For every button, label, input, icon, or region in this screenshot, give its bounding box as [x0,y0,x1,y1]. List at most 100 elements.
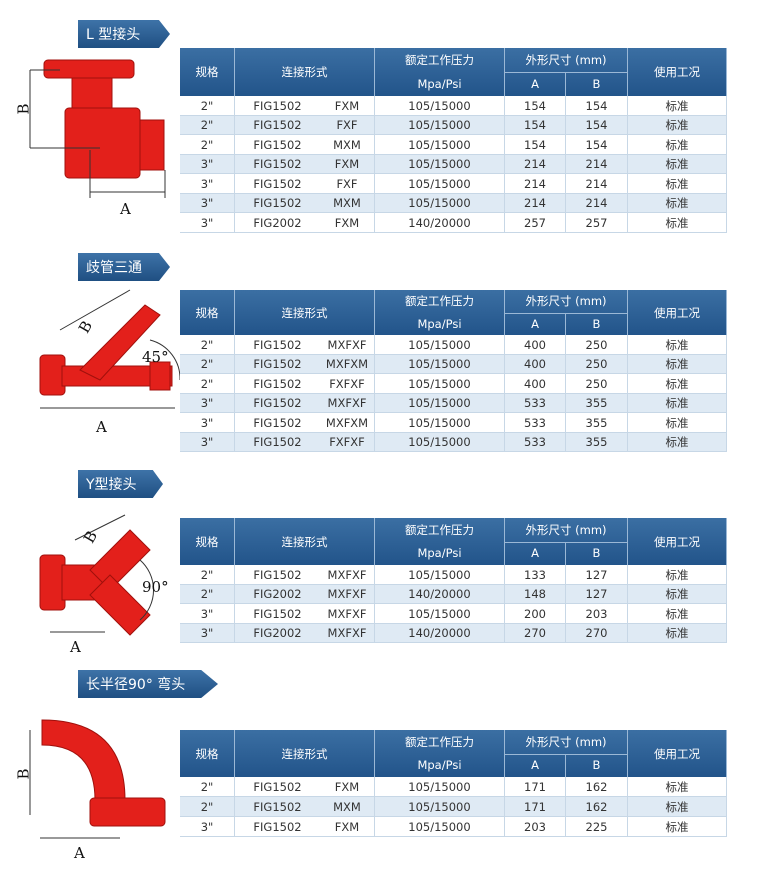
table-cell: 148 [505,584,566,604]
table-cell: 140/20000 [375,623,505,643]
table-cell: FIG1502 [253,118,302,133]
table-cell: 171 [505,797,566,817]
table-cell: MXFXF [320,335,375,355]
table-cell: MXM [320,135,375,155]
table-cell: MXFXF [320,604,375,624]
table-cell: FXF [320,115,375,135]
table-cell: FIG1502 [253,606,302,621]
table-cell: 355 [566,432,628,452]
table-cell: 105/15000 [375,413,505,433]
dimension-label: A [96,418,107,436]
table-row-bg [180,413,727,433]
dimension-label: A [74,844,85,862]
header-cell: 规格 [180,290,235,335]
table-cell: FXM [320,817,375,837]
table-cell: MXFXF [320,584,375,604]
table-row-bg [180,777,727,797]
header-cell: A [505,541,566,565]
table-cell: 2" [180,565,235,585]
header-cell: 使用工况 [628,290,727,335]
table-cell: 标准 [628,115,727,135]
table-cell: 203 [566,604,628,624]
table-cell: FIG1502 [253,376,302,391]
header-cell: 外形尺寸 (mm) [505,730,628,754]
header-divider [505,541,628,543]
table-cell: 154 [566,115,628,135]
table-cell: 154 [566,96,628,116]
table-cell: 105/15000 [375,817,505,837]
table-cell: 214 [566,193,628,213]
table-row-bg [180,565,727,585]
table-cell: 3" [180,154,235,174]
header-cell: 连接形式 [235,730,375,777]
table-cell: 154 [505,96,566,116]
elbow-dims [29,730,120,839]
table-header-bg [180,290,727,335]
table-cell: 3" [180,432,235,452]
l-dims [29,69,166,198]
table-cell: 214 [566,154,628,174]
header-cell: B [566,72,628,96]
table-cell: MXFXM [320,354,375,374]
table-cell: 105/15000 [375,96,505,116]
table-cell: FIG1502 [253,357,302,372]
table-cell: 533 [505,393,566,413]
table-cell: 133 [505,565,566,585]
header-cell: B [566,753,628,777]
table-cell: 214 [505,193,566,213]
table-cell: 标准 [628,797,727,817]
header-cell: A [505,753,566,777]
table-cell: 105/15000 [375,193,505,213]
header-cell: 规格 [180,518,235,565]
table-cell: 标准 [628,193,727,213]
table-row-bg [180,354,727,374]
table-cell: 257 [505,213,566,233]
header-cell: 连接形式 [235,48,375,96]
table-cell: FIG1502 [253,415,302,430]
table-cell: 标准 [628,374,727,394]
header-cell: B [566,541,628,565]
elbow [41,719,166,827]
header-cell: 使用工况 [628,48,727,96]
table-cell: 105/15000 [375,335,505,355]
table-cell: 2" [180,354,235,374]
table-cell: 标准 [628,335,727,355]
header-cell: Mpa/Psi [375,541,505,565]
table-cell: 3" [180,193,235,213]
table-cell: 105/15000 [375,393,505,413]
table-cell: 2" [180,115,235,135]
table-row-bg [180,193,727,213]
table-row-bg [180,174,727,194]
table-row-bg [180,604,727,624]
table-cell: 162 [566,797,628,817]
header-cell: 外形尺寸 (mm) [505,48,628,72]
table-cell: FXFXF [320,432,375,452]
table-cell: 105/15000 [375,604,505,624]
table-cell: FIG1502 [253,196,302,211]
table-cell: FIG1502 [253,157,302,172]
table-cell: 105/15000 [375,354,505,374]
table-cell: FXM [320,96,375,116]
table-cell: 162 [566,777,628,797]
header-divider [505,72,628,73]
table-header-bg [180,48,727,96]
table-cell: 3" [180,413,235,433]
header-cell: A [505,72,566,96]
table-cell: 2" [180,777,235,797]
table-cell: 3" [180,623,235,643]
header-cell: Mpa/Psi [375,72,505,96]
table-cell: 140/20000 [375,584,505,604]
table-cell: 154 [505,115,566,135]
dimension-label: 90° [142,578,169,596]
header-cell: 外形尺寸 (mm) [505,518,628,542]
header-divider [505,312,628,314]
table-cell: 105/15000 [375,135,505,155]
table-row-bg [180,96,727,116]
table-cell: 127 [566,584,628,604]
table-row-bg [180,335,727,355]
table-cell: MXM [320,797,375,817]
table-cell: 127 [566,565,628,585]
table-row-bg [180,393,727,413]
table-cell: 2" [180,797,235,817]
